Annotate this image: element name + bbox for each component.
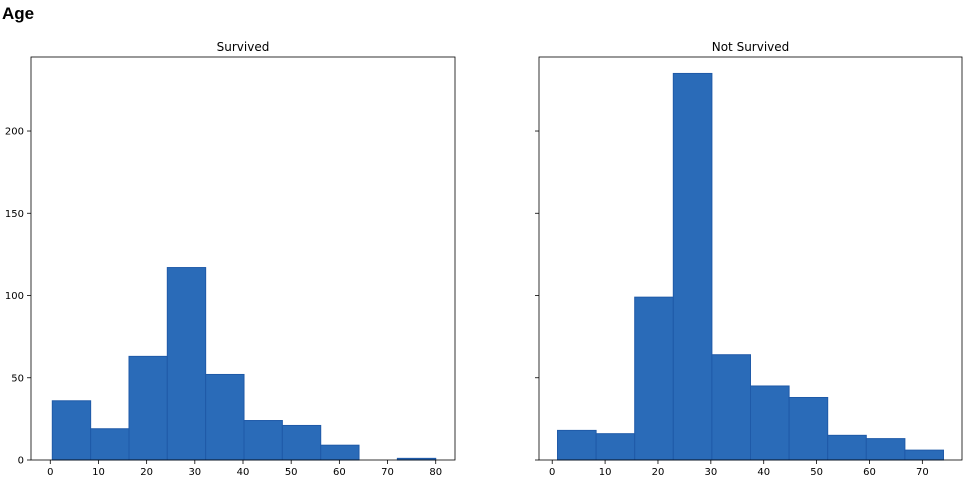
y-tick-label: 50: [11, 373, 24, 384]
subplot-title: Survived: [217, 40, 270, 54]
histogram-bar: [243, 420, 283, 461]
x-tick-label: 40: [757, 467, 770, 478]
histogram-bar: [128, 355, 168, 461]
histogram-bar: [788, 396, 829, 461]
x-tick-label: 0: [549, 467, 555, 478]
x-tick-label: 0: [47, 467, 53, 478]
x-tick-label: 50: [285, 467, 298, 478]
y-tick-label: 100: [5, 291, 24, 302]
histogram-bar: [281, 424, 322, 461]
x-tick-label: 60: [863, 467, 876, 478]
y-tick-label: 200: [5, 127, 24, 138]
histogram-bar: [166, 267, 207, 461]
x-tick-label: 20: [140, 467, 153, 478]
x-tick-label: 10: [599, 467, 612, 478]
x-tick-label: 60: [333, 467, 346, 478]
x-tick-label: 70: [381, 467, 394, 478]
y-tick-label: 150: [5, 209, 24, 220]
subplot-not-survived: 0 10 20 30 40 50 60 70 Not Survived: [535, 40, 963, 478]
histogram-bar: [90, 428, 130, 461]
x-tick-label: 50: [810, 467, 823, 478]
histogram-bar: [320, 444, 360, 461]
x-tick-label: 30: [188, 467, 201, 478]
x-tick-label: 40: [237, 467, 250, 478]
histogram-bar: [711, 354, 751, 461]
x-tick-label: 10: [92, 467, 105, 478]
histogram-bar: [865, 438, 906, 461]
histogram-bar: [557, 429, 597, 461]
x-tick-label: 30: [704, 467, 717, 478]
histogram-bar: [672, 72, 713, 461]
x-tick-label: 70: [916, 467, 929, 478]
histogram-bar: [827, 434, 867, 461]
subplot-survived: 0 10 20 30 40 50 60 70 80 0 50 100 150 200 Survived: [5, 40, 456, 478]
y-tick-label: 0: [18, 456, 24, 467]
histogram-bar: [205, 373, 245, 461]
histogram-bar: [634, 296, 674, 461]
page-title: Age: [2, 4, 35, 23]
subplot-title: Not Survived: [712, 40, 790, 54]
axes-frame: [538, 56, 963, 461]
x-tick-label: 80: [429, 467, 442, 478]
histogram-bar: [904, 449, 944, 461]
histogram-bar: [750, 385, 790, 461]
histogram-bar: [595, 433, 636, 461]
x-tick-label: 20: [652, 467, 665, 478]
histogram-bar: [51, 400, 92, 461]
